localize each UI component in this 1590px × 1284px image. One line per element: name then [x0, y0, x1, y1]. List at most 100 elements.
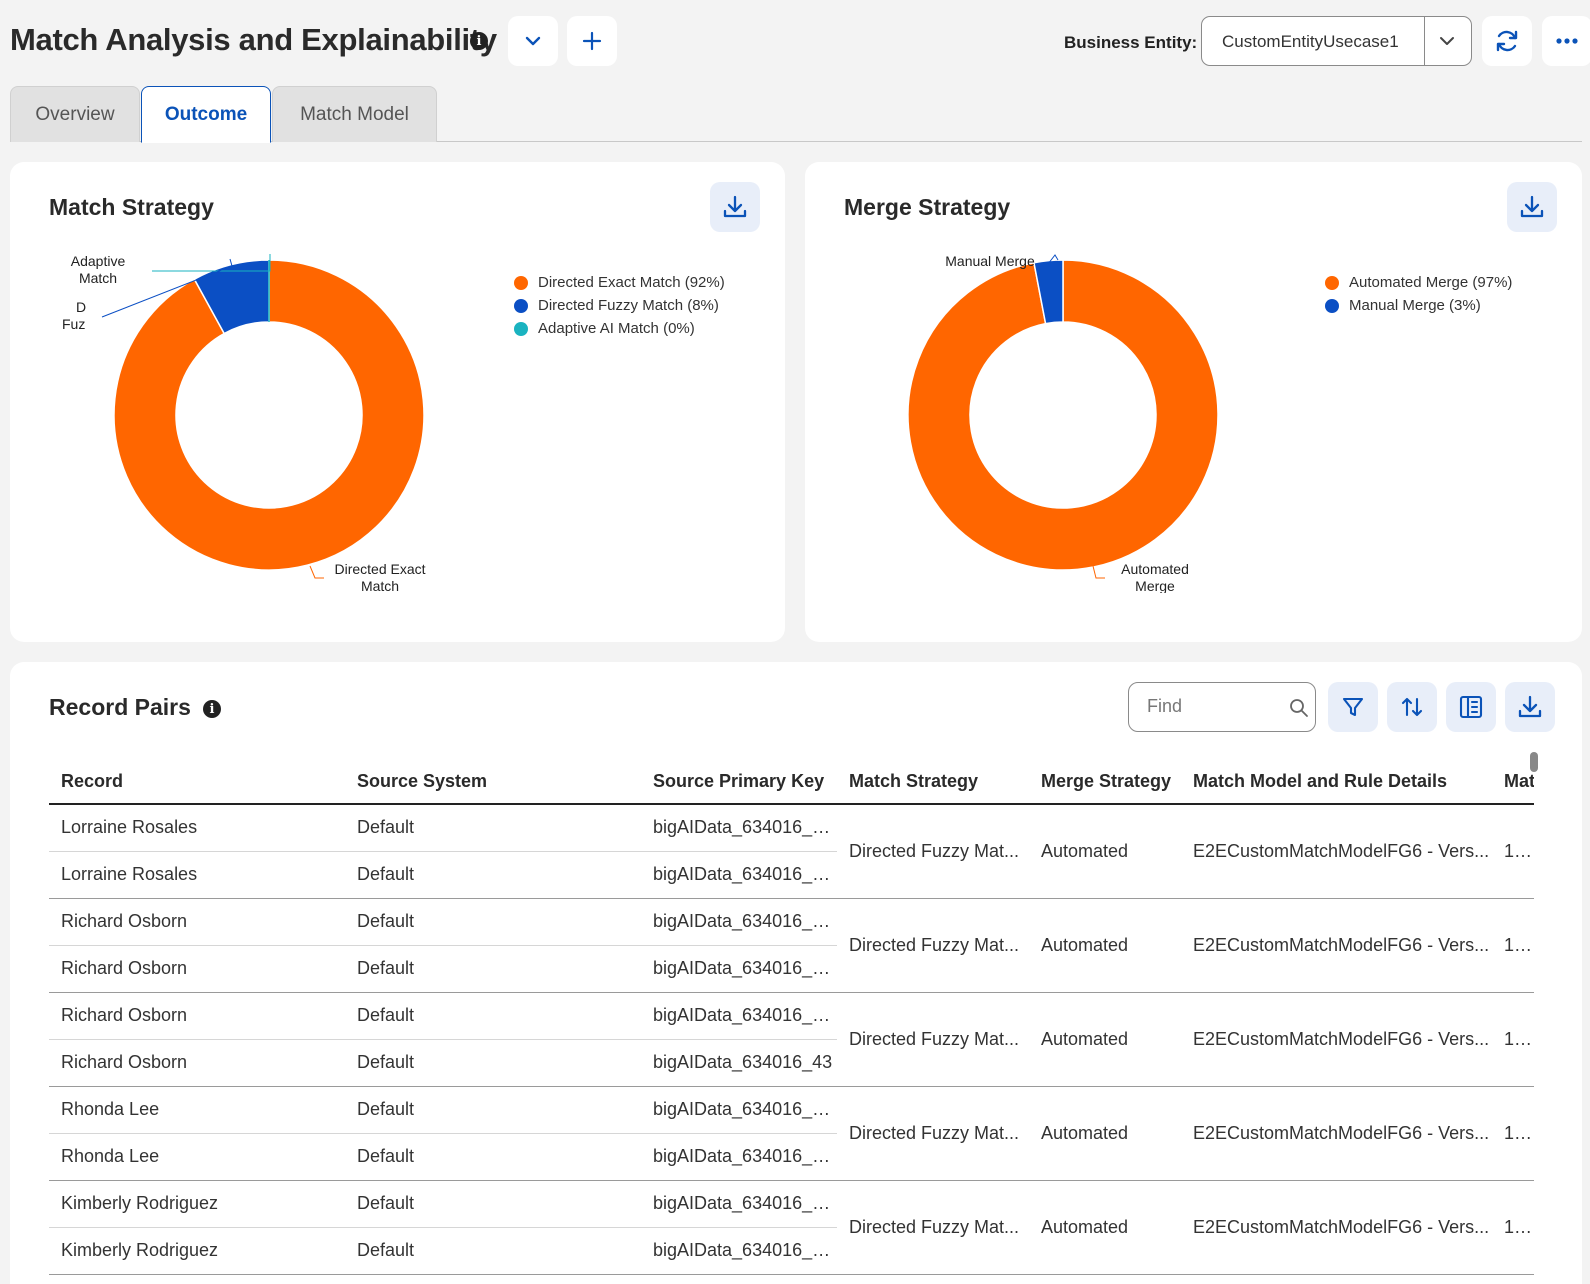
legend-item-manual[interactable]: Manual Merge (3%)	[1325, 294, 1512, 317]
auto-leader-line	[1092, 565, 1105, 579]
table-row[interactable]: Kimberly Rodriguez Default bigAIData_63401…	[49, 1180, 1534, 1275]
legend-item-fuzzy[interactable]: Directed Fuzzy Match (8%)	[514, 294, 725, 317]
merge-strategy-legend: Automated Merge (97%) Manual Merge (3%)	[1325, 271, 1512, 317]
primary-key-cell: bigAIData_634016_1...	[641, 945, 837, 993]
table-download-button[interactable]	[1505, 682, 1555, 732]
add-button[interactable]	[567, 16, 617, 66]
column-header-match-strategy[interactable]: Match Strategy	[837, 760, 1029, 805]
record-cell: Kimberly Rodriguez	[49, 1180, 345, 1228]
match-strategy-download-button[interactable]	[710, 182, 760, 232]
page-title: Match Analysis and Explainability	[10, 22, 497, 57]
merge-strategy-donut	[907, 254, 1219, 579]
merge-strategy-cell: Automated	[1029, 992, 1181, 1087]
source-system-cell: Default	[345, 992, 641, 1040]
table-scrollbar[interactable]	[1530, 752, 1538, 772]
primary-key-cell: bigAIData_634016_1...	[641, 1180, 837, 1228]
column-header-merge-strategy[interactable]: Merge Strategy	[1029, 760, 1181, 805]
columns-button[interactable]	[1446, 682, 1496, 732]
donut-slice-manual-merge[interactable]	[1033, 259, 1064, 325]
source-system-cell: Default	[345, 898, 641, 946]
info-icon[interactable]: i	[203, 700, 221, 718]
record-cell: Rhonda Lee	[49, 1086, 345, 1134]
match-model-cell[interactable]: E2ECustomMatchModelFG6 - Vers...	[1181, 992, 1492, 1087]
column-header-match-score[interactable]: Mat	[1492, 760, 1534, 805]
legend-dot	[1325, 275, 1339, 290]
legend-dot	[514, 298, 528, 313]
more-icon	[1556, 38, 1578, 44]
columns-icon	[1459, 695, 1483, 719]
legend-item-exact[interactable]: Directed Exact Match (92%)	[514, 271, 725, 294]
download-icon	[723, 195, 747, 218]
record-cell: Rhonda Lee	[49, 1133, 345, 1181]
match-strategy-cell: Directed Fuzzy Mat...	[837, 992, 1029, 1087]
match-model-cell[interactable]: E2ECustomMatchModelFG6 - Vers...	[1181, 1086, 1492, 1181]
donut-slice-directed-exact-match[interactable]	[113, 259, 425, 571]
record-cell: Richard Osborn	[49, 898, 345, 946]
table-row[interactable]: Richard Osborn Default bigAIData_634016_43	[49, 1039, 1534, 1087]
donut-slice-automated-merge[interactable]	[907, 259, 1219, 571]
primary-key-cell: bigAIData_634016_1...	[641, 898, 837, 946]
source-system-cell: Default	[345, 804, 641, 852]
primary-key-cell: bigAIData_634016_5...	[641, 1227, 837, 1275]
merge-strategy-cell: Automated	[1029, 804, 1181, 899]
source-system-cell: Default	[345, 1086, 641, 1134]
expand-button[interactable]	[508, 16, 558, 66]
column-header-match-model[interactable]: Match Model and Rule Details	[1181, 760, 1492, 805]
column-header-record[interactable]: Record	[49, 760, 345, 805]
table-row[interactable]: Richard Osborn Default bigAIData_634016_1.…	[49, 992, 1534, 1087]
business-entity-select[interactable]: CustomEntityUsecase1	[1201, 16, 1472, 66]
match-model-cell[interactable]: E2ECustomMatchModelFG6 - Vers...	[1181, 898, 1492, 993]
match-model-cell[interactable]: E2ECustomMatchModelFG6 - Vers...	[1181, 804, 1492, 899]
source-system-cell: Default	[345, 1180, 641, 1228]
source-system-cell: Default	[345, 851, 641, 899]
table-row[interactable]: Richard Osborn Default bigAIData_634016_1.…	[49, 898, 1534, 993]
column-header-source-primary-key[interactable]: Source Primary Key	[641, 760, 837, 805]
business-entity-label: Business Entity:	[1064, 33, 1198, 52]
merge-donut-slices	[907, 259, 1219, 571]
primary-key-cell: bigAIData_634016_1...	[641, 804, 837, 852]
legend-item-automated[interactable]: Automated Merge (97%)	[1325, 271, 1512, 294]
tab-overview[interactable]: Overview	[10, 86, 140, 142]
primary-key-cell: bigAIData_634016_43	[641, 1039, 837, 1087]
merge-strategy-download-button[interactable]	[1507, 182, 1557, 232]
find-input-wrapper	[1128, 682, 1316, 732]
merge-strategy-cell: Automated	[1029, 1180, 1181, 1275]
table-row[interactable]: Kimberly Rodriguez Default bigAIData_63401…	[49, 1227, 1534, 1275]
table-row[interactable]: Richard Osborn Default bigAIData_634016_1.…	[49, 945, 1534, 993]
filter-button[interactable]	[1328, 682, 1378, 732]
chevron-down-icon[interactable]	[1436, 30, 1458, 52]
filter-icon	[1342, 697, 1364, 717]
refresh-icon	[1496, 30, 1518, 52]
more-options-button[interactable]	[1542, 16, 1590, 66]
search-icon[interactable]	[1289, 698, 1309, 718]
refresh-button[interactable]	[1482, 16, 1532, 66]
manual-leader-line	[1047, 254, 1059, 265]
legend-item-adaptive[interactable]: Adaptive AI Match (0%)	[514, 317, 725, 340]
table-row[interactable]: Rhonda Lee Default bigAIData_634016_2...	[49, 1133, 1534, 1181]
source-system-cell: Default	[345, 1227, 641, 1275]
legend-dot	[1325, 298, 1339, 313]
table-row[interactable]: Lorraine Rosales Default bigAIData_634016_…	[49, 804, 1534, 899]
search-input[interactable]	[1147, 696, 1277, 717]
record-cell: Lorraine Rosales	[49, 804, 345, 852]
exact-leader-line	[309, 565, 324, 579]
table-row[interactable]: Rhonda Lee Default bigAIData_634016_1... Di…	[49, 1086, 1534, 1181]
sort-button[interactable]	[1387, 682, 1437, 732]
record-cell: Richard Osborn	[49, 992, 345, 1040]
sort-icon	[1401, 697, 1423, 717]
merge-strategy-cell: Automated	[1029, 898, 1181, 993]
column-header-source-system[interactable]: Source System	[345, 760, 641, 805]
match-strategy-title: Match Strategy	[49, 194, 214, 220]
match-model-cell[interactable]: E2ECustomMatchModelFG6 - Vers...	[1181, 1180, 1492, 1275]
tab-match-model[interactable]: Match Model	[272, 86, 437, 142]
record-pairs-table: Record Source System Source Primary Key …	[49, 760, 1534, 1275]
info-icon[interactable]: i	[470, 32, 488, 50]
fuzzy-leader-line	[101, 258, 233, 318]
record-cell: Richard Osborn	[49, 1039, 345, 1087]
primary-key-cell: bigAIData_634016_1...	[641, 1086, 837, 1134]
exact-chart-label: Directed Exact Match	[334, 561, 426, 594]
fuzzy-chart-label: D Fuz	[62, 299, 87, 332]
tab-outcome[interactable]: Outcome	[141, 86, 271, 143]
table-row[interactable]: Lorraine Rosales Default bigAIData_634016_…	[49, 851, 1534, 899]
match-strategy-cell: Directed Fuzzy Mat...	[837, 898, 1029, 993]
